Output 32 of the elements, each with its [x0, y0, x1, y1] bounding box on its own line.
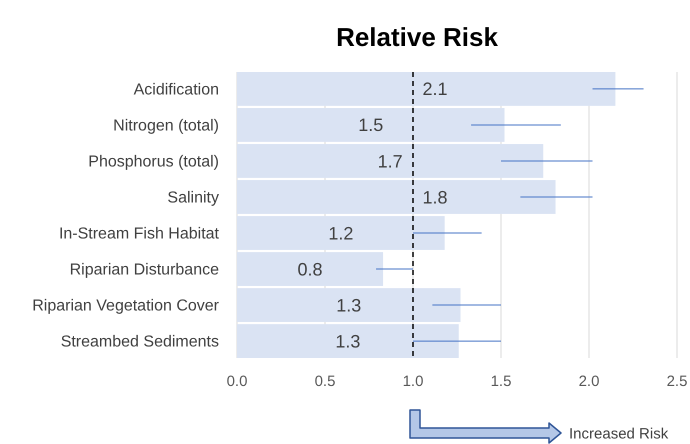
data-label: 1.3: [336, 295, 362, 316]
bar: [237, 324, 459, 358]
chart-title: Relative Risk: [336, 22, 498, 52]
x-tick-label: 1.0: [402, 373, 424, 390]
data-label: 0.8: [298, 259, 323, 280]
data-label: 1.5: [358, 115, 384, 136]
x-tick-label: 2.0: [578, 373, 600, 390]
bar: [237, 252, 384, 286]
x-tick-label: 0.0: [226, 373, 248, 390]
data-label: 1.7: [378, 151, 403, 172]
y-tick-label: In-Stream Fish Habitat: [58, 226, 220, 243]
data-label: 1.3: [335, 331, 360, 352]
bar: [237, 216, 445, 250]
bar: [237, 108, 505, 142]
data-label: 1.2: [328, 223, 354, 244]
data-label: 1.8: [422, 187, 448, 208]
y-tick-label: Acidification: [134, 82, 219, 99]
bar: [237, 288, 461, 322]
y-tick-label: Streambed Sediments: [60, 334, 219, 351]
bar: [237, 144, 544, 178]
y-tick-label: Phosphorus (total): [88, 154, 219, 171]
y-tick-label: Riparian Disturbance: [70, 262, 220, 279]
data-label: 2.1: [422, 79, 448, 100]
x-tick-label: 0.5: [314, 373, 336, 390]
bar: [237, 72, 616, 106]
text: Increased Risk: [569, 425, 669, 442]
x-tick-label: 2.5: [666, 373, 688, 390]
y-tick-label: Salinity: [167, 190, 219, 207]
x-tick-label: 1.5: [490, 373, 512, 390]
y-tick-label: Riparian Vegetation Cover: [32, 298, 220, 315]
bar: [237, 180, 556, 214]
y-tick-label: Nitrogen (total): [113, 118, 219, 135]
